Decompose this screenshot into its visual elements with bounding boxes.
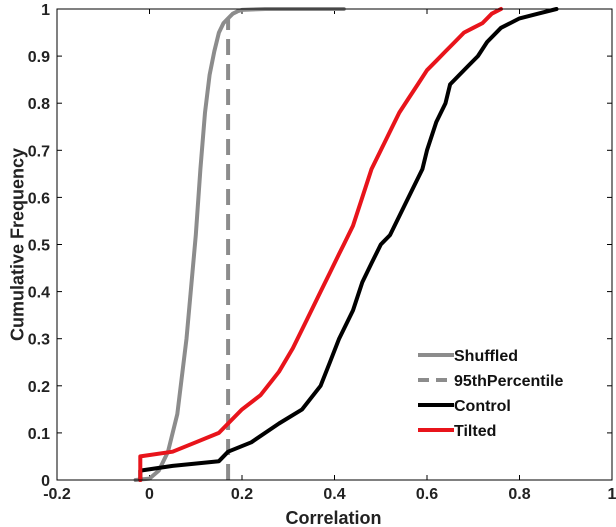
y-tick-label: 1 bbox=[41, 2, 50, 19]
y-tick-label: 0.2 bbox=[28, 379, 50, 396]
x-tick-label: 0.8 bbox=[508, 486, 530, 503]
y-tick-label: 0.6 bbox=[28, 190, 50, 207]
x-tick-label: 1 bbox=[608, 486, 616, 503]
x-tick-label: 0.2 bbox=[231, 486, 253, 503]
ticks-layer: -0.2 0 0.2 0.4 0.6 0.8 100.10.20.30.40.50.60.7… bbox=[28, 2, 616, 503]
x-tick-label: 0.6 bbox=[416, 486, 438, 503]
y-axis-title: Cumulative Frequency bbox=[7, 148, 27, 341]
y-tick-label: 0.7 bbox=[28, 143, 50, 160]
y-tick-label: 0.5 bbox=[28, 238, 50, 255]
x-tick-label: -0.2 bbox=[43, 486, 71, 503]
x-tick-label: 0 bbox=[145, 486, 154, 503]
y-tick-label: 0.3 bbox=[28, 332, 50, 349]
y-tick-label: 0 bbox=[41, 473, 50, 490]
legend-label: Control bbox=[454, 398, 511, 415]
legend-label: 95thPercentile bbox=[454, 373, 563, 390]
x-tick-label: 0.4 bbox=[323, 486, 345, 503]
y-tick-label: 0.4 bbox=[28, 285, 50, 302]
series-layer bbox=[133, 7, 559, 482]
y-tick-label: 0.8 bbox=[28, 96, 50, 113]
legend-label: Tilted bbox=[454, 423, 496, 440]
series-line-tilted bbox=[138, 7, 503, 482]
x-axis-title: Correlation bbox=[285, 508, 381, 527]
y-tick-label: 0.9 bbox=[28, 49, 50, 66]
plot-frame bbox=[56, 8, 613, 481]
legend: Shuffled 95thPercentile Control Tilted bbox=[418, 348, 563, 440]
legend-label: Shuffled bbox=[454, 348, 518, 365]
y-tick-label: 0.1 bbox=[28, 426, 50, 443]
series-line-control bbox=[138, 7, 559, 482]
